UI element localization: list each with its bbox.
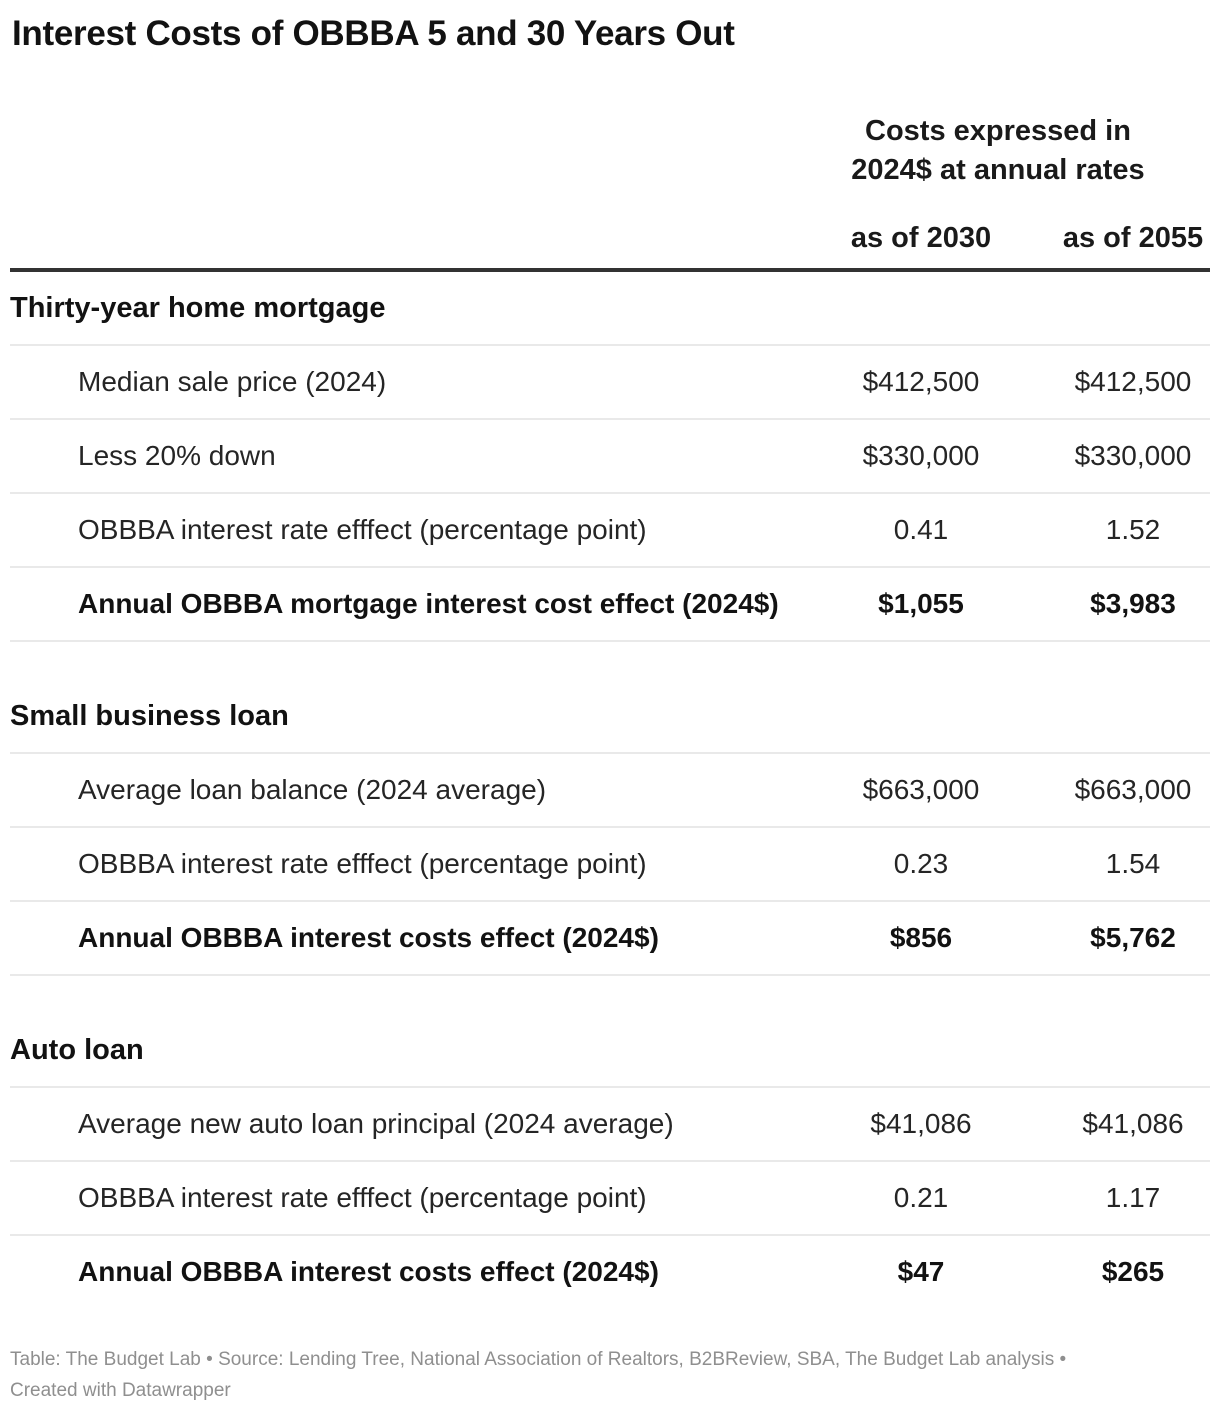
cell-2030: $856	[889, 922, 953, 953]
cell-2055: $5,762	[1090, 922, 1176, 953]
attribution: Table: The Budget Lab • Source: Lending …	[10, 1344, 1210, 1406]
cell-2055: 1.52	[1105, 514, 1161, 545]
row-label: Annual OBBBA interest costs effect (2024…	[78, 1256, 659, 1287]
attribution-line1: Table: The Budget Lab • Source: Lending …	[10, 1349, 1067, 1370]
cell-2030: $663,000	[862, 774, 980, 805]
column-header-2030: as of 2030	[850, 222, 992, 254]
cell-2055: 1.54	[1105, 848, 1161, 879]
row-label: Median sale price (2024)	[78, 366, 387, 397]
data-row: Average new auto loan principal (2024 av…	[10, 1088, 1210, 1162]
section-header-row: Auto loan	[10, 1014, 1210, 1088]
cell-2030: 0.21	[893, 1182, 949, 1213]
cell-2030: $1,055	[878, 588, 964, 619]
column-group-header-line2: 2024$ at annual rates	[851, 154, 1145, 186]
cell-2030: $330,000	[862, 440, 980, 471]
cell-2030: $412,500	[862, 366, 980, 397]
row-label: Less 20% down	[78, 440, 276, 471]
table-header: Costs expressed in 2024$ at annual rates…	[10, 56, 1210, 272]
chart-title: Interest Costs of OBBBA 5 and 30 Years O…	[12, 14, 735, 53]
row-label: Annual OBBBA mortgage interest cost effe…	[78, 588, 779, 619]
total-row: Annual OBBBA mortgage interest cost effe…	[10, 568, 1210, 642]
cell-2030: 0.23	[893, 848, 949, 879]
column-labels: as of 2030 as of 2055	[786, 220, 1210, 256]
cell-2030: $41,086	[870, 1108, 972, 1139]
row-label: OBBBA interest rate efffect (percentage …	[78, 1182, 647, 1213]
cell-2055: $663,000	[1074, 774, 1192, 805]
section-header-label: Auto loan	[10, 1033, 144, 1066]
data-row: Average loan balance (2024 average) $663,…	[10, 754, 1210, 828]
data-row: Less 20% down $330,000 $330,000	[10, 420, 1210, 494]
cell-2055: $41,086	[1082, 1108, 1184, 1139]
cell-2055: $3,983	[1090, 588, 1176, 619]
section-header-label: Thirty-year home mortgage	[10, 291, 386, 324]
attribution-line2: Created with Datawrapper	[10, 1380, 231, 1401]
column-header-2055: as of 2055	[1062, 222, 1204, 254]
cell-2030: 0.41	[893, 514, 949, 545]
row-label: OBBBA interest rate efffect (percentage …	[78, 848, 647, 879]
data-row: Median sale price (2024) $412,500 $412,500	[10, 346, 1210, 420]
row-label: Average new auto loan principal (2024 av…	[78, 1108, 674, 1139]
data-row: OBBBA interest rate efffect (percentage …	[10, 828, 1210, 902]
table-body: Thirty-year home mortgage Median sale pri…	[10, 272, 1210, 1308]
column-group-header-line1: Costs expressed in	[865, 115, 1131, 147]
data-row: OBBBA interest rate efffect (percentage …	[10, 1162, 1210, 1236]
cell-2055: 1.17	[1105, 1182, 1161, 1213]
total-row: Annual OBBBA interest costs effect (2024…	[10, 902, 1210, 976]
cell-2055: $265	[1101, 1256, 1165, 1287]
row-label: Annual OBBBA interest costs effect (2024…	[78, 922, 659, 953]
section-header-row: Small business loan	[10, 680, 1210, 754]
section-header-label: Small business loan	[10, 699, 289, 732]
cell-2030: $47	[897, 1256, 945, 1287]
column-header-block: Costs expressed in 2024$ at annual rates…	[786, 56, 1210, 256]
cell-2055: $412,500	[1074, 366, 1192, 397]
section-header-row: Thirty-year home mortgage	[10, 272, 1210, 346]
data-row: OBBBA interest rate efffect (percentage …	[10, 494, 1210, 568]
total-row: Annual OBBBA interest costs effect (2024…	[10, 1236, 1210, 1308]
row-label: Average loan balance (2024 average)	[78, 774, 547, 805]
cell-2055: $330,000	[1074, 440, 1192, 471]
row-label: OBBBA interest rate efffect (percentage …	[78, 514, 647, 545]
column-group-header: Costs expressed in 2024$ at annual rates	[786, 112, 1210, 190]
